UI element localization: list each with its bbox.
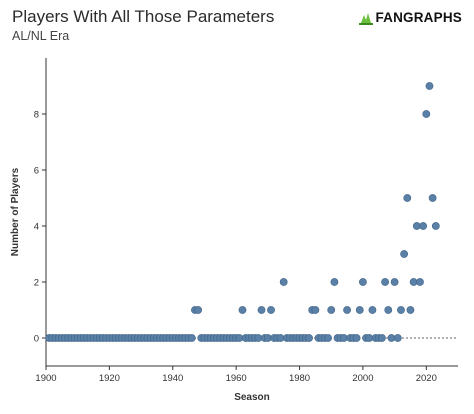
data-point [343, 306, 351, 314]
data-point [428, 194, 437, 202]
data-point [327, 306, 336, 314]
fangraphs-leaf-logo-icon [359, 12, 374, 25]
x-tick-label: 1920 [99, 373, 120, 384]
y-tick-label: 0 [34, 334, 39, 345]
chart-subtitle: AL/NL Era [12, 29, 70, 43]
chart-title: Players With All Those Parameters [12, 7, 275, 26]
data-point [397, 306, 405, 314]
data-point [311, 306, 320, 314]
data-point [368, 306, 377, 314]
x-tick-label: 1900 [35, 373, 56, 384]
y-tick-label: 8 [34, 110, 39, 121]
data-point [187, 334, 196, 342]
data-point [257, 306, 266, 314]
x-tick-label: 2020 [416, 373, 437, 384]
y-axis-label: Number of Players [10, 167, 21, 256]
data-point [381, 278, 390, 286]
data-point [425, 82, 434, 90]
data-point [431, 222, 440, 230]
fangraphs-logo: FANGRAPHS [359, 10, 462, 25]
data-point [238, 306, 247, 314]
y-tick-label: 6 [34, 166, 39, 177]
data-point [400, 250, 409, 258]
data-point [194, 306, 203, 314]
x-tick-label: 2000 [352, 373, 373, 384]
x-tick-label: 1980 [289, 373, 310, 384]
x-tick-label: 1940 [162, 373, 183, 384]
data-point [419, 222, 428, 230]
data-point [403, 194, 412, 202]
y-tick-label: 4 [34, 222, 39, 233]
data-point [279, 278, 288, 286]
data-point [384, 306, 393, 314]
data-point [359, 278, 367, 286]
data-point [393, 334, 402, 342]
data-point [330, 278, 339, 286]
logo-text: FANGRAPHS [375, 10, 462, 25]
data-point [355, 306, 364, 314]
data-point [305, 334, 313, 342]
chart-points [45, 82, 440, 342]
data-point [416, 278, 424, 286]
data-point [352, 334, 361, 342]
data-point [324, 334, 332, 342]
data-point [267, 306, 275, 314]
data-point [378, 334, 386, 342]
data-point [422, 110, 431, 118]
x-tick-label: 1960 [226, 373, 247, 384]
data-point [390, 278, 399, 286]
data-point [406, 306, 415, 314]
y-tick-label: 2 [34, 278, 39, 289]
x-axis-label: Season [234, 392, 270, 403]
